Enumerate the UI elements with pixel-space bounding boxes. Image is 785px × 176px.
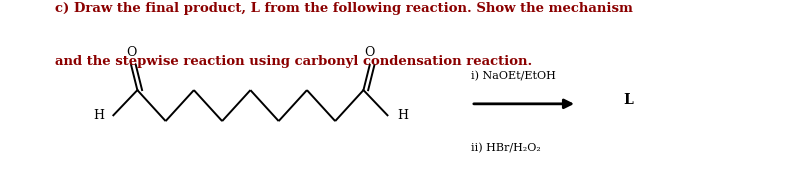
Text: H: H — [397, 109, 408, 122]
Text: O: O — [126, 46, 137, 59]
Text: ii) HBr/H₂O₂: ii) HBr/H₂O₂ — [471, 143, 541, 153]
Text: and the stepwise reaction using carbonyl condensation reaction.: and the stepwise reaction using carbonyl… — [55, 55, 532, 68]
Text: c) Draw the final product, L from the following reaction. Show the mechanism: c) Draw the final product, L from the fo… — [55, 2, 633, 15]
Text: i) NaOEt/EtOH: i) NaOEt/EtOH — [471, 71, 556, 81]
Text: H: H — [93, 109, 104, 122]
Text: L: L — [623, 93, 633, 107]
Text: O: O — [364, 46, 375, 59]
